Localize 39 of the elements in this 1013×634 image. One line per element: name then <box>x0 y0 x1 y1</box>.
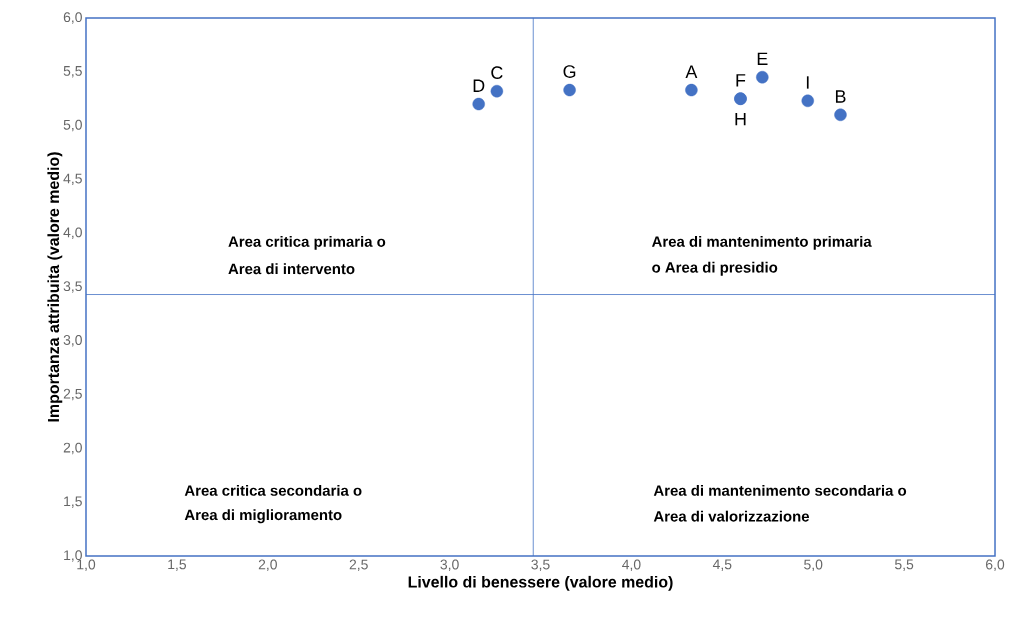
series-label: B <box>835 90 846 103</box>
y-tick-label: 2,5 <box>63 388 82 401</box>
annotation: o Area di presidio <box>652 261 778 276</box>
y-tick-label: 4,5 <box>63 173 82 186</box>
y-tick-label: 5,5 <box>63 66 82 78</box>
y-tick-label: 3,5 <box>63 281 82 293</box>
y-tick-label: 3,0 <box>63 335 82 347</box>
y-tick-label: 6,0 <box>63 12 82 24</box>
x-tick-label: 6,0 <box>986 559 1005 572</box>
series-label: G <box>563 65 576 78</box>
x-tick-label: 5,5 <box>894 559 914 571</box>
x-tick-label: 3,0 <box>440 559 459 572</box>
series-label: D <box>473 79 485 92</box>
annotation: Area di mantenimento primaria <box>651 235 872 250</box>
x-tick-label: 4,5 <box>712 559 732 571</box>
annotation: Area di mantenimento secondaria o <box>653 484 907 496</box>
annotation: Area di valorizzazione <box>653 510 810 522</box>
x-tick-label: 3,5 <box>531 559 550 572</box>
series-label: H <box>735 112 746 126</box>
annotation: Area critica primaria o <box>228 235 386 250</box>
series-label: I <box>806 76 809 89</box>
y-axis-title: Importanza attribuita (valore medio) <box>47 152 63 422</box>
y-tick-label: 2,0 <box>63 442 82 455</box>
series-label: A <box>685 65 698 78</box>
series-label: F <box>736 74 746 87</box>
x-tick-label: 5,0 <box>804 559 823 572</box>
x-tick-label: 4,0 <box>622 559 641 572</box>
x-tick-label: 1,5 <box>168 559 187 571</box>
y-tick-label: 5,0 <box>63 119 82 132</box>
annotation: Area di miglioramento <box>184 509 342 524</box>
annotation: Area di intervento <box>228 263 355 275</box>
x-axis-title: Livello di benessere (valore medio) <box>408 575 673 591</box>
x-tick-label: 2,0 <box>258 559 277 572</box>
series-label: C <box>491 66 503 79</box>
x-tick-label: 2,5 <box>349 559 368 572</box>
annotation: Area critica secondaria o <box>184 484 362 496</box>
y-tick-label: 4,0 <box>63 227 82 239</box>
series-label: E <box>757 52 768 65</box>
y-tick-label: 1,5 <box>64 496 82 508</box>
